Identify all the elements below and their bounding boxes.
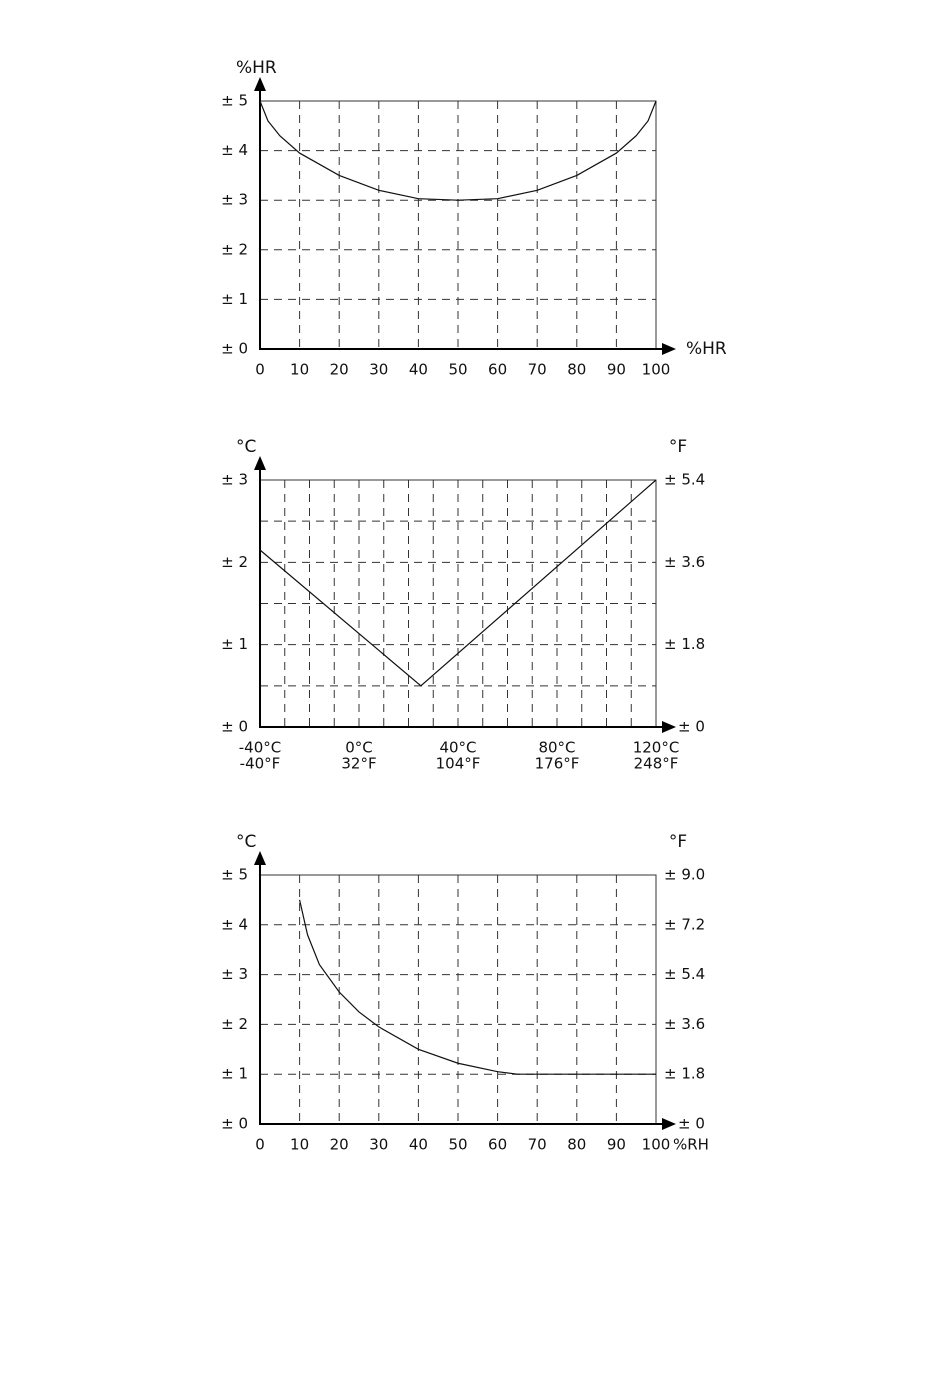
y-tick-label: ± 4: [221, 915, 248, 933]
y-tick-label: ± 1: [221, 290, 248, 308]
x-tick-label: 10: [290, 361, 309, 379]
x2-tick-label: 248°F: [634, 755, 679, 773]
axis-arrow: [662, 1118, 676, 1130]
y2-tick-label: ± 5.4: [664, 471, 705, 489]
x-tick-label: -40°C: [239, 739, 281, 757]
y-tick-label: ± 3: [221, 471, 248, 489]
y-axis-label: °C: [236, 832, 256, 852]
y2-tick-label: ± 1.8: [664, 635, 705, 653]
y2-tick-label: ± 5.4: [664, 965, 705, 983]
y-tick-label: ± 4: [221, 141, 248, 159]
x-tick-label: 20: [330, 1136, 349, 1154]
axis-arrow: [254, 456, 266, 470]
x-tick-label: 70: [528, 361, 547, 379]
axis-arrow: [254, 851, 266, 865]
x2-tick-label: 32°F: [341, 755, 376, 773]
y-axis-label: %HR: [236, 58, 277, 78]
data-line: [259, 100, 657, 201]
y-axis-label: °C: [236, 437, 256, 457]
y-tick-label: ± 1: [221, 1065, 248, 1083]
plot-frame: [260, 874, 657, 1124]
axis-arrow: [254, 77, 266, 91]
y-tick-label: ± 3: [221, 191, 248, 209]
x2-tick-label: 104°F: [436, 755, 481, 773]
x-tick-label: 80°C: [538, 739, 575, 757]
x-tick-label: 100: [642, 1136, 671, 1154]
y-tick-label: ± 0: [221, 718, 248, 736]
x-tick-label: 70: [528, 1136, 547, 1154]
x2-tick-label: -40°F: [240, 755, 281, 773]
x-tick-label: 30: [369, 1136, 388, 1154]
y-tick-label: ± 2: [221, 553, 248, 571]
x-tick-label: 40: [409, 1136, 428, 1154]
x-tick-label: 60: [488, 361, 507, 379]
x-tick-label: 60: [488, 1136, 507, 1154]
x2-tick-label: 176°F: [535, 755, 580, 773]
y-tick-label: ± 0: [221, 1115, 248, 1133]
y2-axis-label: °F: [669, 437, 687, 457]
y2-tick-label: ± 3.6: [664, 553, 705, 571]
x-tick-label: 120°C: [633, 739, 680, 757]
y2-tick-label: ± 1.8: [664, 1065, 705, 1083]
x-tick-label: 90: [607, 361, 626, 379]
y2-tick-label: ± 3.6: [664, 1015, 705, 1033]
x-tick-label: 50: [448, 1136, 467, 1154]
y-tick-label: ± 5: [221, 92, 248, 110]
x-tick-label: 20: [330, 361, 349, 379]
axis-arrow: [662, 721, 676, 733]
y2-tick-label: ± 0: [678, 718, 705, 736]
y2-axis-label: °F: [669, 832, 687, 852]
x-tick-label: 0°C: [345, 739, 373, 757]
x-tick-label: 10: [290, 1136, 309, 1154]
x-tick-label: 30: [369, 361, 388, 379]
x-tick-label: 90: [607, 1136, 626, 1154]
y-tick-label: ± 1: [221, 635, 248, 653]
x-tick-label: 50: [448, 361, 467, 379]
y2-tick-label: ± 9.0: [664, 866, 705, 884]
data-line: [259, 479, 657, 687]
data-line: [299, 899, 656, 1075]
y2-tick-label: ± 7.2: [664, 915, 705, 933]
y-tick-label: ± 5: [221, 866, 248, 884]
y-tick-label: ± 2: [221, 1015, 248, 1033]
y2-tick-label: ± 0: [678, 1115, 705, 1133]
x-tick-label: 80: [567, 1136, 586, 1154]
y-tick-label: ± 0: [221, 340, 248, 358]
x-tick-label: 40°C: [439, 739, 476, 757]
y-tick-label: ± 2: [221, 240, 248, 258]
x-axis-label: %HR: [686, 339, 727, 359]
x-tick-label: 0: [255, 361, 265, 379]
x-tick-label: 80: [567, 361, 586, 379]
x-tick-label: 100: [642, 361, 671, 379]
axis-arrow: [662, 343, 676, 355]
x-tick-label: 40: [409, 361, 428, 379]
y-tick-label: ± 3: [221, 965, 248, 983]
x-axis-label: %RH: [673, 1136, 709, 1154]
x-tick-label: 0: [255, 1136, 265, 1154]
